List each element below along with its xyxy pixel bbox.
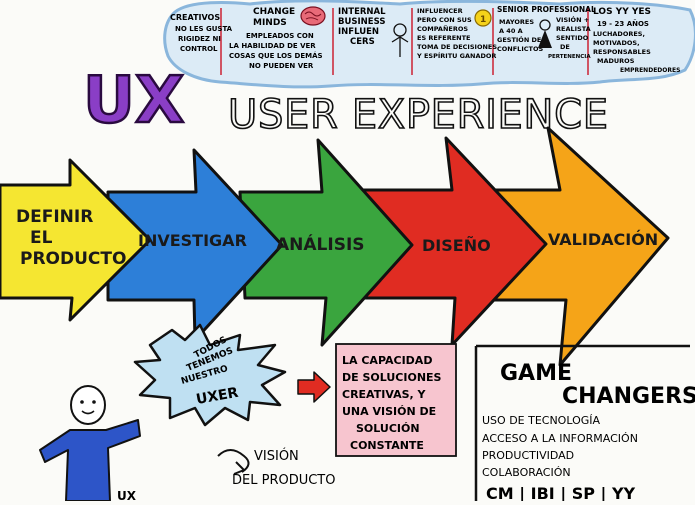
- game-changers-title: GAME: [500, 361, 572, 386]
- segment-body: RESPONSABLES: [593, 48, 651, 56]
- medal-icon: 1: [474, 9, 492, 27]
- arrow-analisis: [238, 138, 414, 347]
- game-changers-panel: GAME CHANGERS USO DE TECNOLOGÍA ACCESO A…: [474, 344, 695, 504]
- segment-body: Y ESPÍRITU GANADOR: [416, 51, 496, 60]
- capacity-line: CREATIVAS, Y: [342, 388, 427, 401]
- process-arrows: [0, 126, 670, 367]
- senior-person-icon: [538, 19, 552, 48]
- capacity-line: SOLUCIÓN: [356, 422, 420, 435]
- segment-body: MAYORES: [499, 18, 534, 26]
- label-diseno: DISEÑO: [422, 236, 491, 255]
- title-block: UX USER EXPERIENCE: [82, 63, 609, 140]
- segment-title: BUSINESS: [338, 17, 385, 27]
- segment-body: EMPLEADOS CON: [246, 32, 314, 40]
- pointer-arrow-icon: [297, 371, 331, 403]
- game-changers-item: PRODUCTIVIDAD: [482, 449, 574, 462]
- cloud-segment-internal-business: INTERNAL BUSINESS INFLUEN CERS INFLUENCE…: [338, 7, 497, 60]
- cloud-segment-creativos: CREATIVOS NO LES GUSTA RIGIDEZ NI CONTRO…: [170, 13, 233, 53]
- segment-body: NO PUEDEN VER: [249, 62, 314, 70]
- segment-body: LA HABILIDAD DE VER: [229, 42, 316, 50]
- segment-body: MADUROS: [597, 57, 635, 65]
- label-analisis: ANÁLISIS: [276, 233, 365, 255]
- cloud-segment-change-minds: CHANGE MINDS EMPLEADOS CON LA HABILIDAD …: [229, 6, 326, 70]
- segment-body: NO LES GUSTA: [175, 25, 233, 33]
- segment-title: CREATIVOS: [170, 13, 220, 22]
- segment-body: A 40 A: [499, 27, 523, 35]
- segment-body: RIGIDEZ NI: [178, 35, 221, 43]
- header-cloud-shape: [163, 0, 695, 89]
- person-icon: [391, 23, 409, 57]
- stick-figure-illustration: UX: [39, 385, 141, 503]
- segment-body: SENTIDO: [556, 34, 589, 42]
- brain-icon: [300, 6, 326, 26]
- uxer-bubble: TODOS TENEMOS NUESTRO UXER: [133, 323, 287, 427]
- capacity-line: UNA VISIÓN DE: [342, 405, 436, 418]
- segment-title: MINDS: [253, 18, 287, 28]
- segment-body: EMPRENDEDORES: [620, 67, 680, 74]
- capacity-line: CONSTANTE: [350, 439, 424, 452]
- label-definir: PRODUCTO: [20, 249, 126, 269]
- label-definir: DEFINIR: [16, 207, 93, 227]
- cloud-segment-los-yy: LOS YY YES 19 - 23 AÑOS LUCHADORES, MOTI…: [593, 7, 680, 74]
- game-changers-title: CHANGERS: [562, 384, 695, 409]
- segment-body: 19 - 23 AÑOS: [597, 19, 649, 28]
- segment-body: REALISTA: [556, 25, 591, 33]
- segment-body: GESTIÓN DE: [497, 35, 541, 44]
- segment-title: SENIOR PROFESSIONAL: [497, 5, 596, 14]
- arrow-investigar: [106, 148, 284, 342]
- segment-title: LOS YY YES: [593, 7, 651, 17]
- vision-line: DEL PRODUCTO: [232, 473, 335, 488]
- cloud-segment-senior: SENIOR PROFESSIONAL MAYORES A 40 A GESTI…: [497, 5, 596, 60]
- header-cloud: CREATIVOS NO LES GUSTA RIGIDEZ NI CONTRO…: [163, 0, 695, 89]
- vision-line: VISIÓN: [254, 448, 299, 464]
- game-changers-item: ACCESO A LA INFORMACIÓN: [482, 432, 638, 445]
- segment-title: CERS: [350, 37, 375, 47]
- game-changers-footer: CM | IBI | SP | YY: [486, 484, 636, 501]
- vision-note: VISIÓN DEL PRODUCTO: [217, 448, 335, 488]
- segment-body: PERTENENCIA: [548, 54, 591, 60]
- segment-body: PERO CON SUS: [417, 16, 472, 24]
- segment-body: CONFLICTOS: [497, 45, 543, 53]
- segment-title: INFLUEN: [338, 27, 379, 37]
- segment-body: DE: [560, 43, 570, 51]
- segment-title: CHANGE: [253, 7, 295, 17]
- segment-body: TOMA DE DECISIONES: [417, 43, 497, 51]
- game-changers-item: USO DE TECNOLOGÍA: [482, 414, 601, 427]
- capacity-line: LA CAPACIDAD: [342, 354, 432, 367]
- label-validacion: VALIDACIÓN: [548, 230, 658, 249]
- segment-body: COSAS QUE LOS DEMÁS: [229, 51, 323, 60]
- capacity-line: DE SOLUCIONES: [342, 371, 442, 384]
- segment-body: COMPAÑEROS: [417, 24, 468, 33]
- segment-body: CONTROL: [180, 45, 218, 53]
- segment-title: INTERNAL: [338, 7, 386, 17]
- segment-body: VISIÓN +: [556, 15, 589, 24]
- segment-body: MOTIVADOS,: [593, 39, 640, 47]
- process-labels: DEFINIR EL PRODUCTO INVESTIGAR ANÁLISIS …: [16, 207, 658, 269]
- segment-body: INFLUENCER: [417, 7, 463, 15]
- arrow-definir: [0, 158, 152, 322]
- figure-label: UX: [117, 489, 137, 501]
- svg-text:1: 1: [480, 15, 486, 25]
- segment-body: ES REFERENTE: [417, 34, 470, 42]
- bubble-shape: [133, 323, 287, 427]
- bubble-emphasis: UXER: [195, 385, 240, 408]
- segment-body: LUCHADORES,: [593, 30, 645, 38]
- ux-logo: UX: [83, 64, 184, 138]
- label-investigar: INVESTIGAR: [138, 231, 247, 250]
- label-definir: EL: [30, 228, 53, 248]
- game-changers-item: COLABORACIÓN: [482, 466, 571, 479]
- capacity-box: LA CAPACIDAD DE SOLUCIONES CREATIVAS, Y …: [335, 343, 457, 457]
- page-heading: USER EXPERIENCE: [228, 92, 608, 138]
- arrow-diseno: [358, 136, 548, 347]
